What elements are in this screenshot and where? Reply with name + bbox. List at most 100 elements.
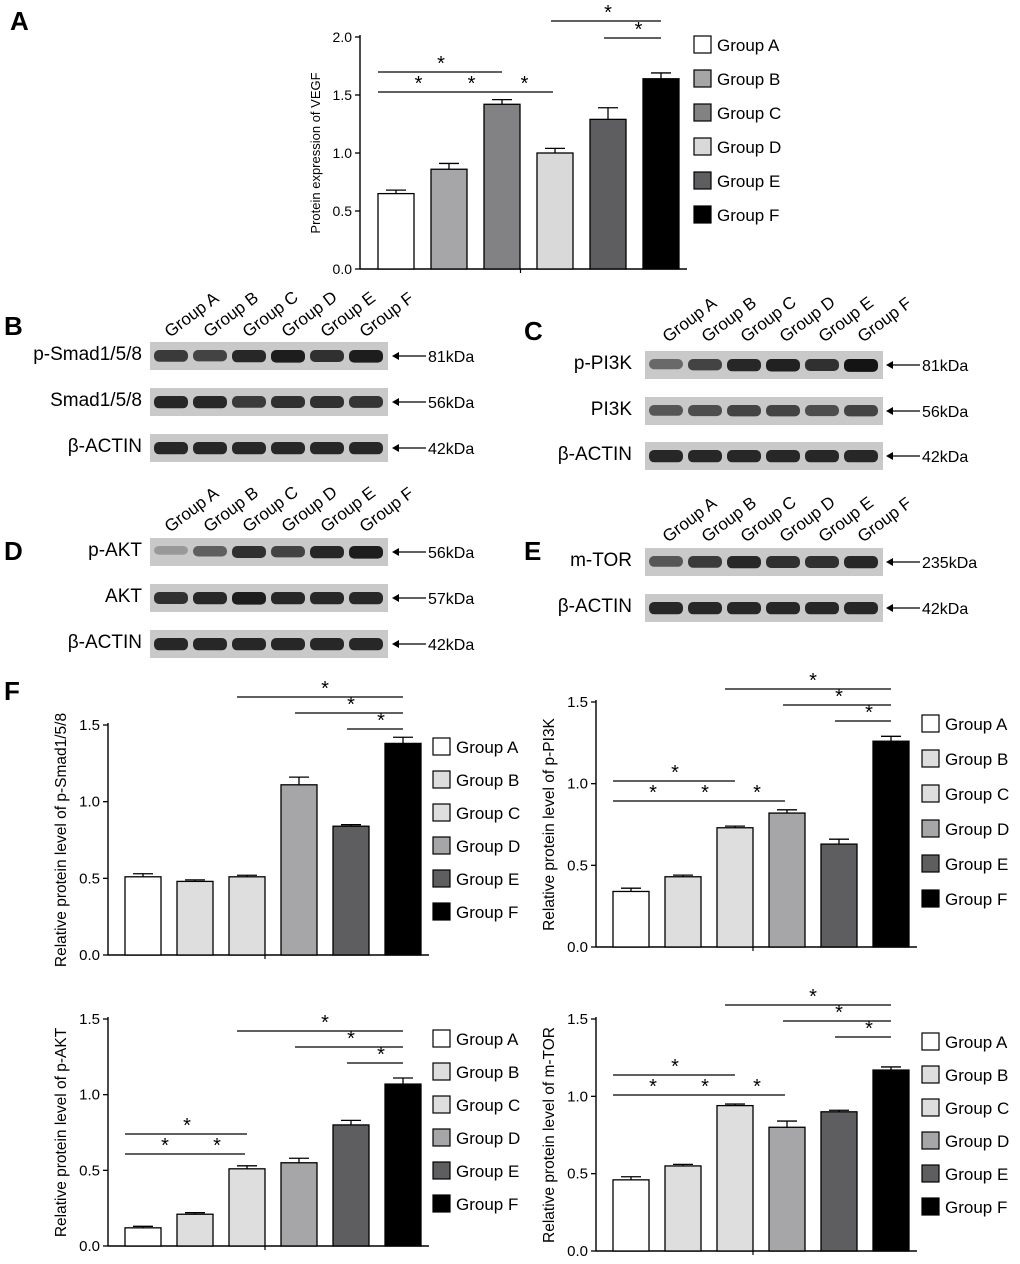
bar-group-e (332, 1124, 370, 1247)
blot-row-label: Smad1/5/8 (50, 390, 142, 411)
blot-band (349, 396, 383, 408)
blot-band (154, 592, 188, 604)
legend-label: Group A (456, 1030, 519, 1049)
significance-star: * (701, 1076, 709, 1098)
legend-swatch-group-b (432, 770, 451, 789)
blot-strip (150, 342, 388, 370)
bar-group-a (612, 890, 650, 948)
bar-group-c (716, 1104, 754, 1252)
bar-group-d (768, 812, 806, 948)
y-tick-label: 0.0 (567, 1243, 588, 1260)
y-tick-label: 1.5 (567, 1011, 588, 1028)
blot-band (766, 450, 800, 463)
blot-band (766, 359, 800, 372)
legend-label: Group F (945, 1198, 1007, 1217)
blot-band (232, 396, 266, 408)
y-tick-label: 0.0 (79, 1238, 100, 1255)
y-axis-title: Relative protein level of p-AKT (53, 1027, 70, 1237)
blot-band (805, 602, 839, 615)
blot-band (271, 350, 305, 363)
legend-label: Group F (945, 890, 1007, 909)
significance-star: * (865, 1018, 873, 1040)
legend-label: Group B (717, 70, 780, 89)
blot-row-label: p-AKT (88, 540, 142, 561)
panel-label-b: B (4, 311, 23, 341)
bar-group-f (872, 1069, 910, 1252)
legend-label: Group B (456, 771, 519, 790)
bar-group-b (176, 880, 214, 956)
blot-band (805, 556, 839, 568)
blot-band (805, 405, 839, 417)
bar-group-e (820, 1111, 858, 1252)
significance-star: * (321, 1012, 329, 1034)
blot-row-label: p-Smad1/5/8 (33, 344, 142, 365)
y-tick-label: 1.5 (333, 87, 353, 103)
legend-swatch-group-e (921, 1164, 940, 1183)
blot-band (232, 592, 266, 605)
legend-swatch-group-e (432, 869, 451, 888)
marker-arrowhead (886, 604, 893, 612)
legend-label: Group E (717, 172, 780, 191)
blot-strip (150, 434, 388, 462)
y-tick-label: 0.5 (567, 857, 588, 874)
blot-strip (645, 594, 883, 622)
blot-band (349, 592, 383, 605)
blot-band (271, 396, 305, 408)
blot-band (649, 359, 683, 370)
marker-size: 81kDa (922, 358, 968, 375)
legend-label: Group C (717, 104, 781, 123)
marker-size: 57kDa (428, 591, 474, 608)
legend-label: Group C (456, 804, 520, 823)
blot-row-label: AKT (105, 586, 142, 607)
significance-star: * (753, 782, 761, 804)
significance-star: * (161, 1135, 169, 1157)
legend-label: Group E (456, 1162, 519, 1181)
blot-band (649, 450, 683, 463)
legend-label: Group C (945, 1099, 1009, 1118)
blot-band (688, 359, 722, 371)
significance-star: * (377, 710, 385, 732)
marker-arrowhead (392, 640, 399, 648)
legend-swatch-group-d (921, 1131, 940, 1150)
blot-band (727, 450, 761, 463)
legend-label: Group A (456, 738, 519, 757)
blot-row-label: β-ACTIN (68, 632, 142, 653)
significance-star: * (437, 53, 445, 75)
blot-band (193, 442, 227, 455)
y-tick-label: 2.0 (333, 29, 353, 45)
blot-band (154, 442, 188, 455)
bar-group-d (768, 1126, 806, 1252)
blot-band (154, 638, 188, 651)
blot-band (727, 602, 761, 615)
y-tick-label: 0.0 (567, 939, 588, 956)
marker-size: 56kDa (428, 545, 474, 562)
y-tick-label: 0.5 (79, 870, 100, 887)
blot-band (271, 638, 305, 651)
legend-label: Group A (945, 715, 1008, 734)
legend-swatch-group-d (693, 137, 712, 156)
legend-swatch-group-f (921, 889, 940, 908)
blot-band (844, 602, 878, 615)
marker-arrowhead (886, 407, 893, 415)
marker-arrowhead (392, 352, 399, 360)
blot-strip (150, 538, 388, 566)
marker-size: 42kDa (428, 441, 474, 458)
bar-group-a (124, 876, 162, 956)
significance-star: * (835, 1002, 843, 1024)
marker-size: 42kDa (922, 449, 968, 466)
legend-swatch-group-f (432, 902, 451, 921)
bar-group-b (176, 1213, 214, 1247)
legend-label: Group C (456, 1096, 520, 1115)
bar-group-f (384, 742, 422, 956)
blot-band (349, 350, 383, 363)
legend-label: Group D (945, 1132, 1009, 1151)
blot-band (349, 638, 383, 651)
m-tor-chart: 0.0 0.5 1.0 1.5 Relative protein level of m-… (541, 986, 1009, 1260)
blot-row-label: p-PI3K (574, 353, 632, 374)
legend-swatch-group-d (432, 1128, 451, 1147)
significance-star: * (635, 19, 643, 41)
blot-band (271, 546, 305, 558)
significance-star: * (183, 1115, 191, 1137)
